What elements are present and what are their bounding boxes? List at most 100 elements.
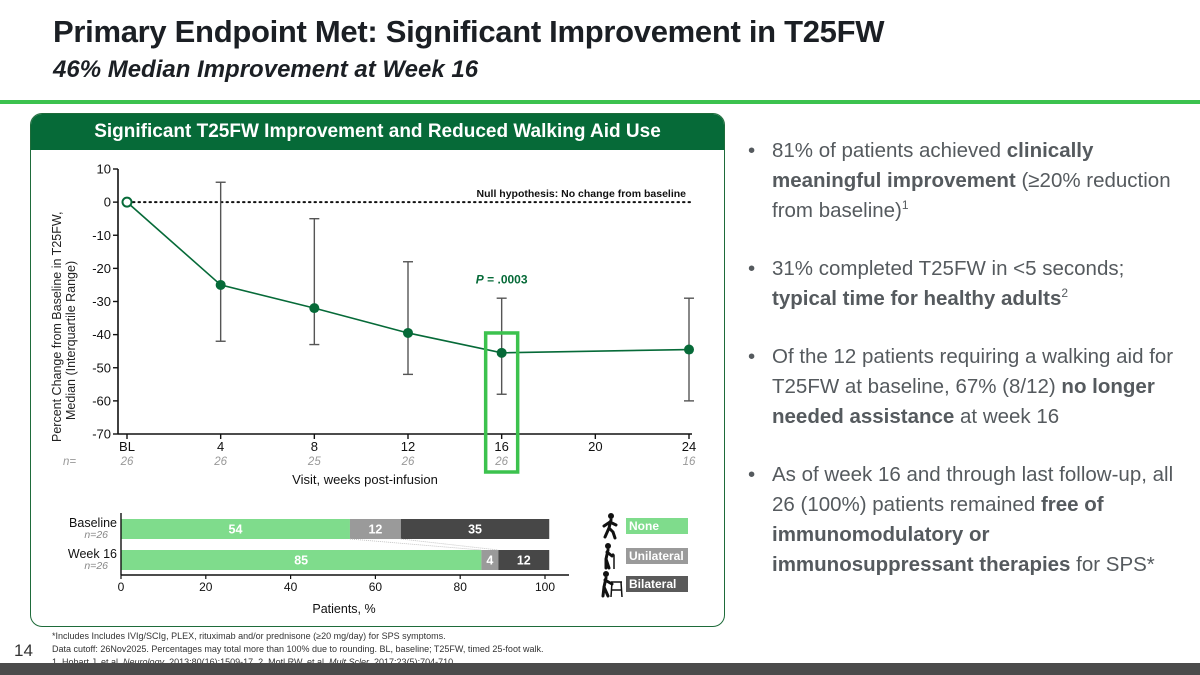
bar-segment-unilateral <box>481 550 499 570</box>
footnotes: *Includes Includes IVIg/SCIg, PLEX, ritu… <box>52 630 543 669</box>
legend-label-unilateral: Unilateral <box>626 548 688 564</box>
bar-segment-label: 12 <box>368 523 382 537</box>
slide-title: Primary Endpoint Met: Significant Improv… <box>53 14 885 49</box>
bottom-bar <box>0 663 1200 675</box>
title-divider <box>0 100 1200 104</box>
bar-segment-label: 35 <box>468 523 482 537</box>
y-tick-label: -30 <box>92 294 111 309</box>
reference-1: 1. Hobart J, et al. <box>52 657 124 667</box>
finding-text: Of the 12 patients requiring a walking a… <box>772 345 1174 398</box>
x-axis-label: Visit, weeks post-infusion <box>292 472 438 487</box>
n-label: n= <box>63 456 76 468</box>
data-point-baseline <box>121 196 133 208</box>
x-tick-label: 8 <box>311 439 318 454</box>
reference-1-journal: Neurology <box>123 657 165 667</box>
line-chart: 10 0 -10 -20 -30 -40 -50 -60 -70 BL 4 8 12 16 20 24 Pe… <box>50 162 696 488</box>
n-value: 26 <box>120 456 134 468</box>
y-tick-label: -20 <box>92 261 111 276</box>
n-value: 25 <box>307 456 321 468</box>
slide-number: 14 <box>14 641 33 660</box>
finding-emphasis: typical time for healthy adults <box>772 287 1062 310</box>
chart-panel-header: Significant T25FW Improvement and Reduce… <box>31 114 724 150</box>
key-findings-list: 81% of patients achieved clinically mean… <box>748 136 1188 608</box>
chart-panel: Significant T25FW Improvement and Reduce… <box>30 113 725 627</box>
data-point <box>215 279 226 290</box>
y-axis-label-line2: Median (Interquartile Range) <box>64 261 78 420</box>
x-tick-label: BL <box>119 439 135 454</box>
bar-segment-label: 54 <box>229 523 243 537</box>
finding-walking-aid: Of the 12 patients requiring a walking a… <box>748 342 1188 432</box>
bar-x-tick-label: 0 <box>118 580 125 594</box>
n-value: 26 <box>494 456 508 468</box>
bar-x-tick-label: 80 <box>454 580 468 594</box>
finding-clinically-meaningful: 81% of patients achieved clinically mean… <box>748 136 1188 226</box>
x-axis: BL 4 8 12 16 20 24 <box>118 433 696 454</box>
finding-text: As of week 16 and through last follow-up… <box>772 463 1174 516</box>
bar-category-label: Week 16 <box>68 547 117 561</box>
reference-superscript: 2 <box>1061 286 1069 301</box>
finding-text: (≥20% reduction from baseline) <box>772 169 1171 222</box>
x-tick-label: 12 <box>401 439 415 454</box>
bar-x-tick-label: 100 <box>535 580 555 594</box>
p-value-annotation: P = .0003 <box>476 272 528 286</box>
bar-connector <box>400 538 499 551</box>
data-points <box>121 196 694 358</box>
walking-person-icon <box>602 513 618 540</box>
finding-under-5-seconds: 31% completed T25FW in <5 seconds; typic… <box>748 254 1188 314</box>
legend-label-bilateral: Bilateral <box>626 576 688 592</box>
reference-2-details: . 2017;23(5):704-710. <box>369 657 456 667</box>
x-tick-label: 4 <box>217 439 224 454</box>
footnote-data-cutoff: Data cutoff: 26Nov2025. Percentages may … <box>52 644 544 654</box>
bar-category-label: Baseline <box>69 516 117 530</box>
reference-2-journal: Mult Scler <box>329 657 370 667</box>
p-value: = .0003 <box>484 272 528 286</box>
person-with-cane-icon <box>604 543 615 570</box>
bar-x-tick-label: 60 <box>369 580 383 594</box>
finding-therapy-free: As of week 16 and through last follow-up… <box>748 460 1188 580</box>
week16-highlight-box <box>483 331 520 474</box>
n-value: 26 <box>401 456 415 468</box>
y-tick-label: -40 <box>92 327 111 342</box>
y-tick-label: -70 <box>92 427 111 442</box>
finding-emphasis: free of immunomodulatory or immunosuppre… <box>772 493 1104 576</box>
bar-x-tick-label: 40 <box>284 580 298 594</box>
finding-text: for SPS* <box>1070 553 1155 576</box>
x-tick-label: 16 <box>494 439 508 454</box>
y-tick-label: 10 <box>97 162 111 177</box>
data-point <box>309 303 320 314</box>
x-tick-label: 20 <box>588 439 602 454</box>
slide-subtitle: 46% Median Improvement at Week 16 <box>53 56 479 83</box>
y-tick-label: -50 <box>92 360 111 375</box>
footnote-therapies: *Includes Includes IVIg/SCIg, PLEX, ritu… <box>52 631 446 641</box>
y-tick-label: -60 <box>92 393 111 408</box>
median-line <box>126 201 690 354</box>
y-axis: 10 0 -10 -20 -30 -40 -50 -60 -70 <box>92 162 119 442</box>
person-with-walker-icon <box>601 571 623 598</box>
bar-segment-none <box>121 550 482 570</box>
legend-label-none: None <box>626 518 688 534</box>
bar-segment-unilateral <box>349 519 401 539</box>
bar-segment-label: 4 <box>486 554 493 568</box>
bar-segment-label: 85 <box>294 554 308 568</box>
bar-segment-bilateral <box>498 550 550 570</box>
bar-x-axis: 0 20 40 60 80 100 <box>118 513 569 594</box>
data-point <box>403 327 413 338</box>
footnote-references: 1. Hobart J, et al. Neurology. 2013;80(1… <box>52 656 543 669</box>
finding-text: 81% of patients achieved <box>772 139 1007 162</box>
bars: 54 12 35 85 4 12 <box>121 519 550 570</box>
finding-emphasis: clinically meaningful improvement <box>772 139 1094 192</box>
bar-segment-none <box>121 519 350 539</box>
data-point <box>496 347 507 358</box>
bar-x-axis-label: Patients, % <box>312 602 375 616</box>
bar-segment-label: 12 <box>517 554 531 568</box>
bar-segment-bilateral <box>400 519 550 539</box>
bar-category-n: n=26 <box>84 560 108 572</box>
n-row: n= 26 26 25 26 26 16 <box>63 456 696 468</box>
y-tick-label: 0 <box>104 195 111 210</box>
n-value: 16 <box>683 456 696 468</box>
bar-category-n: n=26 <box>84 529 108 541</box>
data-point <box>684 344 694 355</box>
p-letter: P <box>476 272 485 286</box>
